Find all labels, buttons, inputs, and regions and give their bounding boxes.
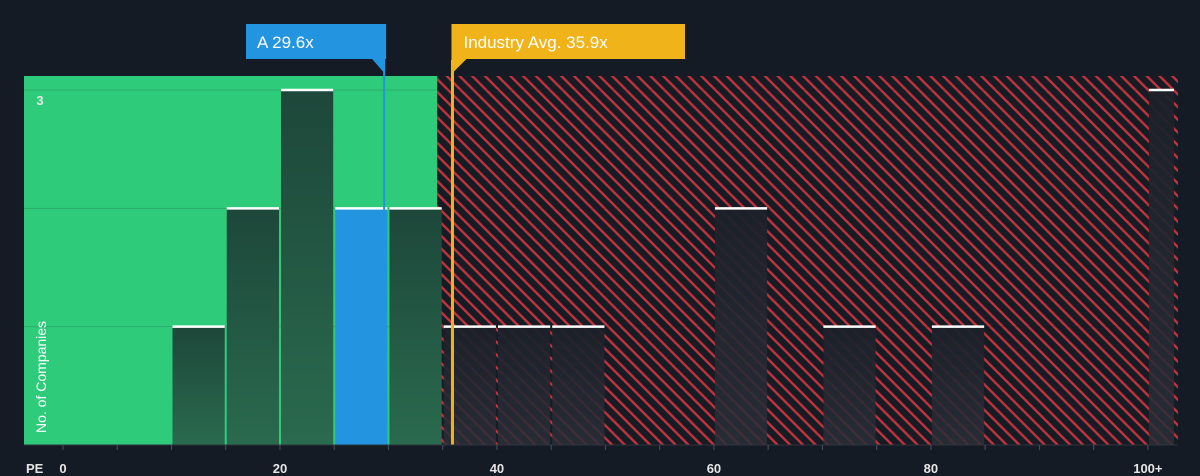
bar-9: [823, 326, 876, 445]
bar-10: [931, 326, 985, 445]
company-callout-pointer: [372, 59, 386, 74]
bar-3: [335, 208, 388, 445]
bar-1: [226, 208, 279, 445]
y-tick-label-0: 3: [36, 93, 43, 108]
bar-6: [497, 326, 551, 445]
bar-7: [552, 326, 605, 445]
industry-callout-label: Industry Avg. 35.9x: [463, 33, 608, 52]
bar-4: [389, 208, 442, 445]
bar-11: [1148, 90, 1174, 445]
industry-callout-pointer: [451, 59, 467, 74]
x-tick-label-3: 60: [707, 461, 721, 476]
bar-2: [280, 90, 334, 445]
y-axis-title: No. of Companies: [33, 321, 49, 433]
x-tick-label-1: 20: [273, 461, 287, 476]
bar-0: [172, 326, 225, 445]
company-callout-label: A 29.6x: [257, 33, 314, 52]
company-callout-box: [246, 24, 387, 59]
x-tick-label-5: 100+: [1133, 461, 1163, 476]
industry-callout-box: [451, 24, 685, 59]
x-tick-label-4: 80: [924, 461, 938, 476]
x-tick-label-0: 0: [59, 461, 66, 476]
bar-8: [714, 208, 768, 445]
x-axis-title: PE: [26, 461, 44, 476]
x-tick-label-2: 40: [490, 461, 504, 476]
